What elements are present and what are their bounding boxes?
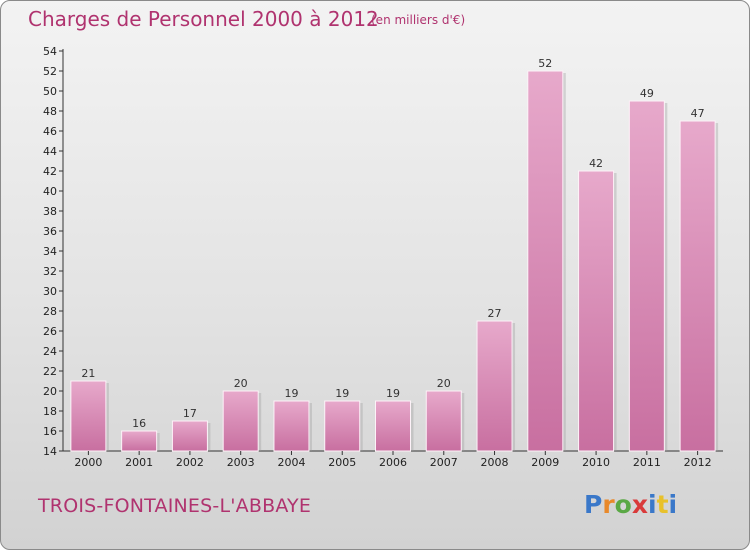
- x-tick-label: 2011: [633, 456, 661, 469]
- commune-name: TROIS-FONTAINES-L'ABBAYE: [38, 495, 312, 517]
- bar-value-label: 20: [437, 377, 451, 390]
- y-tick-label: 28: [43, 305, 57, 318]
- logo-letter: o: [614, 490, 632, 519]
- y-tick-label: 16: [43, 425, 57, 438]
- chart-title: Charges de Personnel 2000 à 2012: [28, 7, 379, 31]
- x-tick-label: 2008: [481, 456, 509, 469]
- bar: [121, 430, 158, 452]
- y-tick-label: 40: [43, 185, 57, 198]
- bar: [578, 170, 615, 452]
- proxiti-logo: Proxiti: [584, 490, 677, 519]
- logo-letter: r: [602, 490, 615, 519]
- bar: [324, 400, 361, 452]
- x-tick-label: 2003: [227, 456, 255, 469]
- y-tick-label: 38: [43, 205, 57, 218]
- y-tick-label: 34: [43, 245, 57, 258]
- bar: [222, 390, 259, 452]
- x-tick-label: 2001: [125, 456, 153, 469]
- y-tick-label: 32: [43, 265, 57, 278]
- bar-value-label: 17: [183, 407, 197, 420]
- y-tick-label: 24: [43, 345, 57, 358]
- y-tick-label: 26: [43, 325, 57, 338]
- bar-value-label: 49: [640, 87, 654, 100]
- y-tick-label: 52: [43, 65, 57, 78]
- x-tick-label: 2005: [328, 456, 356, 469]
- x-tick-label: 2010: [582, 456, 610, 469]
- logo-letter: P: [584, 490, 603, 519]
- bar-value-label: 42: [589, 157, 603, 170]
- x-tick-label: 2002: [176, 456, 204, 469]
- logo-letter: i: [668, 490, 678, 519]
- bar-value-label: 19: [284, 387, 298, 400]
- bar-value-label: 21: [81, 367, 95, 380]
- bar-value-label: 27: [488, 307, 502, 320]
- x-tick-label: 2004: [277, 456, 305, 469]
- y-tick-label: 46: [43, 125, 57, 138]
- bar-value-label: 52: [538, 57, 552, 70]
- bar-value-label: 19: [335, 387, 349, 400]
- bar: [679, 120, 716, 452]
- y-tick-label: 50: [43, 85, 57, 98]
- bar-value-label: 16: [132, 417, 146, 430]
- bar: [476, 320, 513, 452]
- y-tick-label: 36: [43, 225, 57, 238]
- y-tick-label: 20: [43, 385, 57, 398]
- y-tick-label: 54: [43, 45, 57, 58]
- x-tick-label: 2007: [430, 456, 458, 469]
- y-tick-label: 42: [43, 165, 57, 178]
- y-tick-label: 48: [43, 105, 57, 118]
- bar-value-label: 20: [234, 377, 248, 390]
- x-tick-label: 2009: [531, 456, 559, 469]
- bar: [171, 420, 208, 452]
- bar: [425, 390, 462, 452]
- x-tick-label: 2012: [684, 456, 712, 469]
- y-tick-label: 44: [43, 145, 57, 158]
- logo-letter: x: [631, 490, 648, 519]
- bar: [70, 380, 107, 452]
- bar: [527, 70, 564, 452]
- y-tick-label: 22: [43, 365, 57, 378]
- y-tick-label: 14: [43, 445, 57, 458]
- logo-letter: t: [656, 490, 669, 519]
- bar: [375, 400, 411, 452]
- chart-subtitle: (en milliers d'€): [371, 13, 466, 27]
- x-tick-label: 2000: [74, 456, 102, 469]
- bar: [273, 400, 310, 452]
- bar-value-label: 47: [691, 107, 705, 120]
- x-tick-label: 2006: [379, 456, 407, 469]
- y-tick-label: 30: [43, 285, 57, 298]
- bar-value-label: 19: [386, 387, 400, 400]
- bar: [628, 100, 665, 452]
- logo-letter: i: [648, 490, 657, 519]
- y-tick-label: 18: [43, 405, 57, 418]
